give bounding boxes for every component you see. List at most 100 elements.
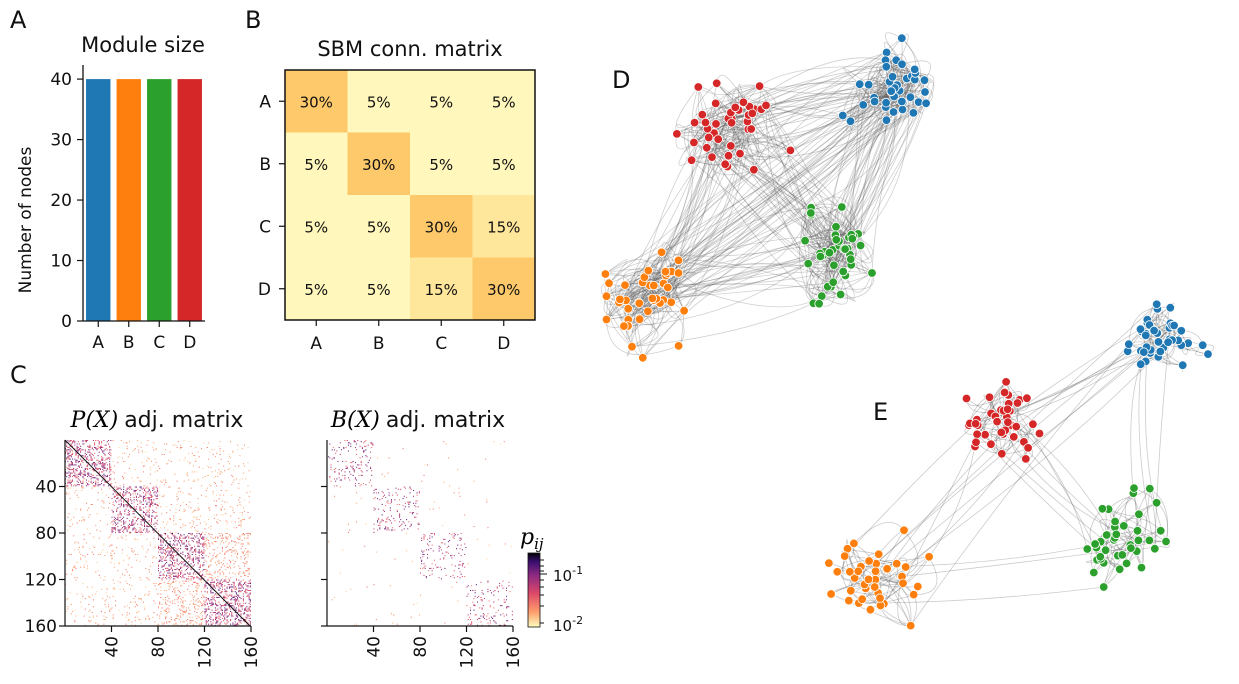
node-A bbox=[864, 79, 874, 90]
matrix-entry bbox=[212, 555, 214, 557]
matrix-entry bbox=[217, 605, 219, 607]
matrix-entry bbox=[230, 605, 232, 607]
matrix-entry bbox=[192, 559, 194, 561]
matrix-entry bbox=[344, 474, 346, 476]
matrix-entry bbox=[365, 449, 367, 451]
matrix-entry bbox=[216, 616, 218, 618]
matrix-entry bbox=[112, 528, 114, 530]
matrix-entry bbox=[226, 586, 228, 588]
matrix-entry bbox=[191, 616, 193, 618]
matrix-entry bbox=[166, 613, 168, 615]
matrix-entry bbox=[207, 527, 210, 529]
matrix-entry bbox=[504, 543, 506, 545]
matrix-entry bbox=[148, 488, 150, 490]
matrix-entry bbox=[94, 446, 96, 449]
matrix-entry bbox=[166, 578, 168, 580]
matrix-entry bbox=[180, 444, 182, 446]
matrix-entry bbox=[249, 593, 251, 595]
matrix-entry bbox=[204, 476, 206, 478]
matrix-entry bbox=[218, 445, 220, 447]
matrix-entry bbox=[234, 541, 236, 543]
matrix-entry bbox=[109, 479, 111, 481]
matrix-entry bbox=[467, 563, 469, 565]
matrix-entry bbox=[367, 444, 369, 446]
matrix-entry bbox=[118, 446, 120, 449]
sbm-cell-label: 5% bbox=[304, 156, 328, 174]
matrix-entry bbox=[139, 619, 141, 621]
matrix-entry bbox=[94, 465, 96, 467]
matrix-entry bbox=[98, 574, 100, 576]
network-edge bbox=[671, 121, 748, 272]
matrix-entry bbox=[88, 480, 90, 482]
matrix-entry bbox=[178, 509, 180, 511]
matrix-entry bbox=[451, 557, 453, 559]
matrix-entry bbox=[249, 581, 251, 583]
matrix-entry bbox=[199, 619, 201, 621]
matrix-entry bbox=[144, 489, 146, 492]
matrix-entry bbox=[349, 471, 351, 473]
matrix-entry bbox=[174, 599, 176, 601]
matrix-entry bbox=[449, 533, 451, 535]
matrix-entry bbox=[511, 586, 513, 588]
network-edge bbox=[1128, 306, 1171, 345]
matrix-entry bbox=[160, 480, 162, 482]
sbm-cell-label: 5% bbox=[367, 93, 391, 111]
matrix-entry bbox=[231, 549, 233, 551]
matrix-entry bbox=[138, 598, 140, 600]
matrix-entry bbox=[198, 560, 200, 562]
network-edge bbox=[727, 166, 809, 264]
matrix-entry bbox=[230, 560, 232, 562]
matrix-entry bbox=[235, 588, 237, 590]
matrix-entry bbox=[95, 464, 97, 466]
matrix-entry bbox=[345, 446, 347, 449]
node-B bbox=[647, 293, 658, 304]
matrix-entry bbox=[199, 543, 201, 545]
matrix-entry bbox=[87, 473, 89, 475]
matrix-entry bbox=[148, 579, 150, 581]
matrix-entry bbox=[182, 576, 184, 578]
matrix-entry bbox=[164, 601, 167, 603]
matrix-entry bbox=[126, 529, 128, 531]
matrix-entry bbox=[240, 613, 242, 615]
matrix-entry bbox=[182, 610, 184, 612]
matrix-entry bbox=[161, 481, 163, 483]
matrix-entry bbox=[235, 593, 237, 595]
matrix-entry bbox=[85, 485, 87, 487]
matrix-entry bbox=[353, 470, 355, 472]
matrix-entry bbox=[128, 492, 130, 494]
matrix-entry bbox=[201, 622, 203, 624]
matrix-entry bbox=[103, 485, 105, 487]
matrix-entry bbox=[239, 536, 241, 538]
matrix-entry bbox=[226, 563, 228, 565]
matrix-entry bbox=[99, 448, 101, 450]
matrix-entry bbox=[363, 483, 365, 485]
matrix-entry bbox=[225, 623, 227, 625]
matrix-entry bbox=[210, 485, 212, 487]
matrix-entry bbox=[415, 502, 417, 504]
matrix-entry bbox=[230, 567, 232, 569]
matrix-entry bbox=[170, 619, 172, 621]
network-edge bbox=[625, 249, 833, 301]
matrix-entry bbox=[212, 581, 214, 583]
matrix-entry bbox=[211, 577, 213, 579]
matrix-entry bbox=[66, 573, 68, 575]
matrix-entry bbox=[190, 579, 192, 581]
matrix-entry bbox=[147, 501, 149, 503]
x-tick-label: 40 bbox=[103, 636, 123, 658]
matrix-entry bbox=[196, 557, 198, 559]
node-B bbox=[619, 321, 629, 331]
bar-C bbox=[147, 79, 172, 321]
matrix-entry bbox=[70, 455, 72, 457]
matrix-entry bbox=[386, 521, 388, 523]
matrix-entry bbox=[202, 615, 204, 617]
matrix-entry bbox=[152, 489, 154, 492]
matrix-entry bbox=[189, 613, 191, 615]
matrix-entry bbox=[158, 535, 160, 537]
matrix-entry bbox=[195, 509, 197, 511]
matrix-entry bbox=[216, 555, 218, 557]
matrix-entry bbox=[181, 609, 183, 611]
matrix-entry bbox=[383, 476, 386, 478]
matrix-entry bbox=[453, 533, 455, 535]
matrix-entry bbox=[121, 573, 124, 575]
